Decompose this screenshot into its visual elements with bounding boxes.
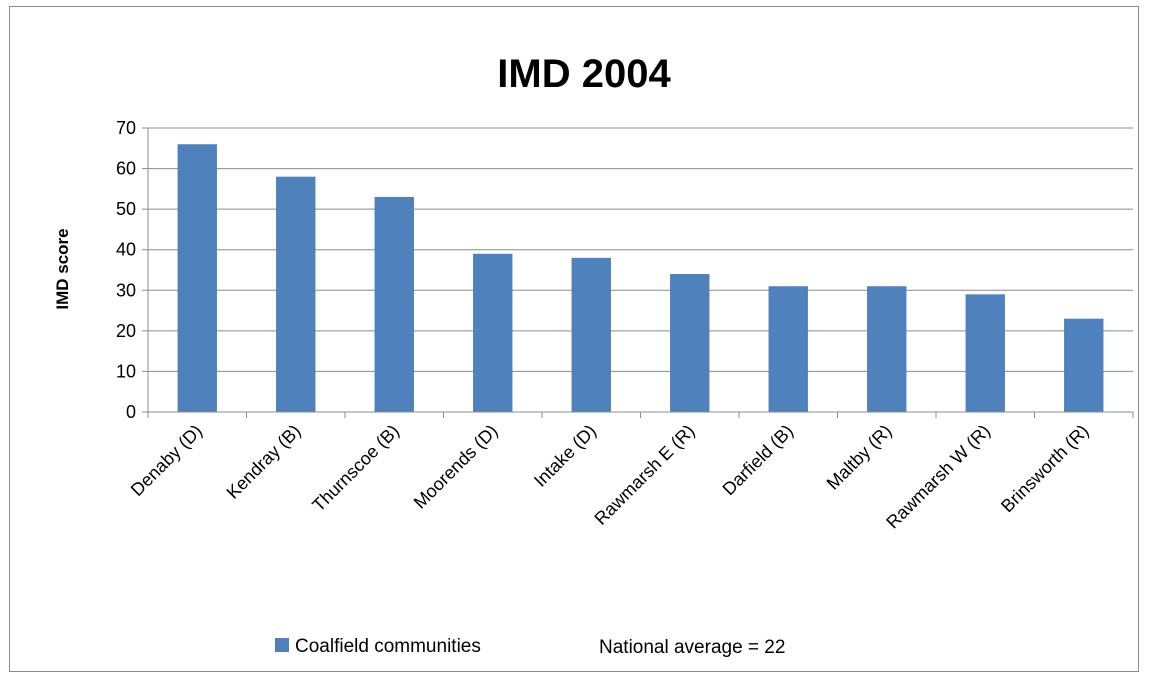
x-tick-labels: Denaby (D) Kendray (B) Thurnscoe (B) Mooren… [127, 421, 1093, 533]
y-tick-label: 0 [126, 402, 136, 422]
y-tick-labels: 0 10 20 30 40 50 60 70 [116, 118, 136, 422]
bar [374, 196, 414, 412]
y-tick-label: 20 [116, 321, 136, 341]
chart-title: IMD 2004 [497, 52, 671, 96]
y-tick-label: 50 [116, 199, 136, 219]
x-tick-label: Darfield (B) [719, 421, 798, 500]
y-tick-label: 60 [116, 159, 136, 179]
bar [670, 274, 710, 412]
bars [177, 144, 1104, 412]
y-tick-label: 10 [116, 361, 136, 381]
x-tick-label: Kendray (B) [223, 421, 305, 503]
x-tick-label: Intake (D) [530, 421, 600, 491]
bar [965, 294, 1005, 412]
x-tick-label: Brinsworth (R) [997, 421, 1092, 516]
legend-swatch [275, 638, 289, 652]
x-tick-label: Moorends (D) [410, 421, 502, 513]
bar [1064, 318, 1104, 412]
y-tick-label: 40 [116, 240, 136, 260]
y-tick-label: 70 [116, 118, 136, 138]
legend: Coalfield communities National average =… [275, 636, 785, 658]
bar [768, 286, 808, 412]
bar [571, 257, 611, 412]
x-tick-label: Thurnscoe (B) [308, 421, 403, 516]
bar [867, 286, 907, 412]
y-axis-label: IMD score [53, 228, 72, 309]
bar [276, 176, 316, 412]
y-tick-label: 30 [116, 280, 136, 300]
x-tick-label: Rawmarsh E (R) [590, 421, 698, 529]
x-tick-label: Maltby (R) [823, 421, 896, 494]
axes [142, 127, 1134, 418]
national-average-note: National average = 22 [599, 637, 785, 658]
x-tick-label: Denaby (D) [127, 421, 206, 500]
x-tick-label: Rawmarsh W (R) [882, 421, 994, 533]
bar [177, 144, 217, 412]
bar [473, 253, 513, 412]
legend-label: Coalfield communities [295, 636, 481, 657]
